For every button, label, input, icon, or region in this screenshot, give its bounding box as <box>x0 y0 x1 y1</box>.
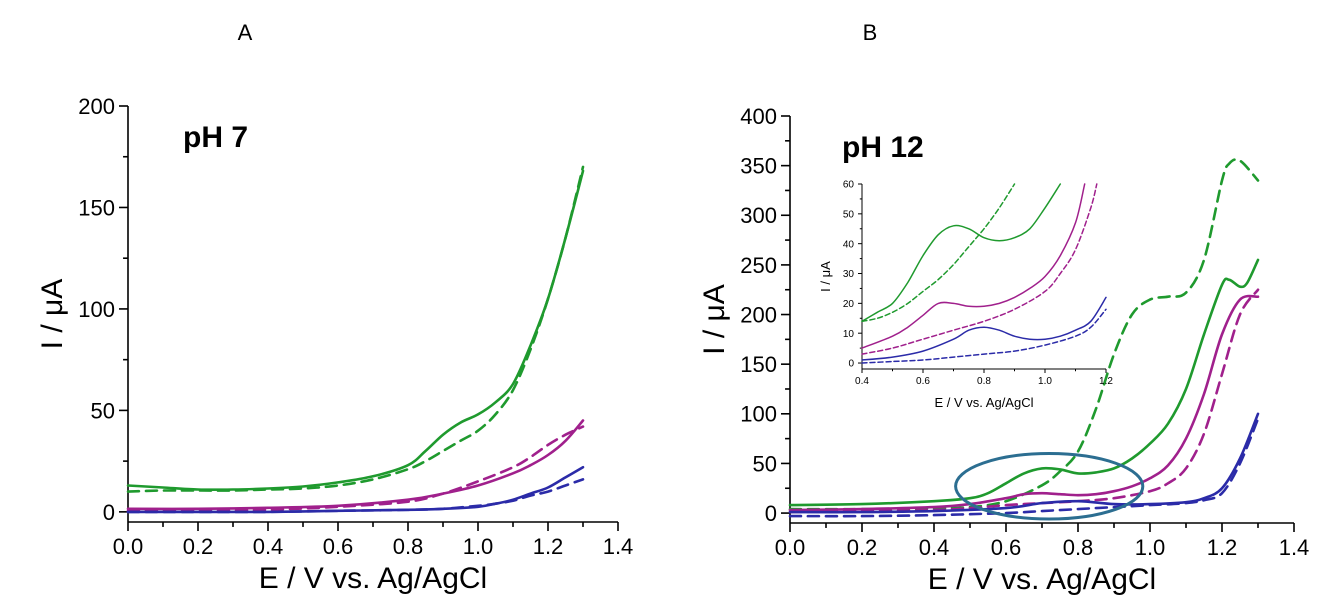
x-tick-label: 0.2 <box>847 535 878 560</box>
panel-b-plot: 0.0 0.2 0.4 0.6 0.8 1.0 1.2 1.40501001502002503… <box>698 104 1309 596</box>
panel-a-annotation: pH 7 <box>183 121 248 154</box>
series-line <box>861 308 1107 364</box>
y-tick-label: 60 <box>843 180 855 191</box>
y-tick-label: 0 <box>765 501 777 526</box>
x-tick-label: 0.6 <box>323 534 354 559</box>
series-line <box>126 169 585 492</box>
y-tick-label: 40 <box>843 239 855 250</box>
y-tick-label: 150 <box>78 195 115 220</box>
x-tick-label: 0.4 <box>855 376 869 387</box>
y-tick-label: 250 <box>740 253 777 278</box>
y-axis-label: I / μA <box>36 279 69 350</box>
series-line <box>126 478 585 514</box>
y-tick-label: 400 <box>740 104 777 129</box>
y-tick-label: 350 <box>740 154 777 179</box>
x-tick-label: 0.4 <box>253 534 284 559</box>
x-tick-label: 1.2 <box>1207 535 1238 560</box>
x-tick-label: 1.2 <box>533 534 564 559</box>
x-tick-label: 0.4 <box>919 535 950 560</box>
series-line <box>788 412 1260 514</box>
x-tick-label: 0.6 <box>991 535 1022 560</box>
inset-background <box>862 184 1106 369</box>
series-line <box>861 183 1062 323</box>
y-tick-label: 300 <box>740 203 777 228</box>
panel-label-b: B <box>863 20 878 45</box>
highlight-ellipse <box>954 452 1145 521</box>
y-tick-label: 20 <box>843 299 855 310</box>
x-tick-label: 0.6 <box>916 376 930 387</box>
series-line <box>861 296 1107 361</box>
series-line <box>788 258 1260 507</box>
y-axis-label: I / μA <box>818 261 833 292</box>
series-line <box>126 419 585 511</box>
y-tick-label: 150 <box>740 352 777 377</box>
x-tick-label: 0.8 <box>393 534 424 559</box>
y-tick-label: 10 <box>843 329 855 340</box>
y-axis-label: I / μA <box>698 284 731 355</box>
y-tick-label: 50 <box>753 451 777 476</box>
series-line <box>861 183 1098 355</box>
x-tick-label: 0.0 <box>775 535 806 560</box>
x-tick-label: 0.8 <box>1063 535 1094 560</box>
y-tick-label: 50 <box>843 209 855 220</box>
series-line <box>788 417 1260 518</box>
y-tick-label: 200 <box>78 94 115 119</box>
panel-label-a: A <box>238 20 253 45</box>
x-tick-label: 1.4 <box>1279 535 1310 560</box>
series-line <box>861 183 1016 323</box>
x-tick-label: 1.0 <box>463 534 494 559</box>
panel-b-annotation: pH 12 <box>842 131 924 164</box>
x-tick-label: 1.0 <box>1038 376 1052 387</box>
x-axis-label: E / V vs. Ag/AgCl <box>935 395 1034 410</box>
series-line <box>788 294 1260 512</box>
x-tick-label: 1.2 <box>1099 376 1113 387</box>
x-tick-label: 1.0 <box>1135 535 1166 560</box>
y-tick-label: 0 <box>103 500 115 525</box>
y-tick-label: 0 <box>848 359 854 370</box>
panel-b-inset: 0.4 0.6 0.8 1.0 1.2 0 10 20 30 40 50 60 E / V vs. Ag… <box>818 180 1113 410</box>
panel-a-plot: 0.0 0.2 0.4 0.6 0.8 1.0 1.2 1.4 0 50 100 150 200 E / … <box>36 94 633 595</box>
y-tick-label: 200 <box>740 302 777 327</box>
series-line <box>126 425 585 513</box>
x-tick-label: 0.0 <box>113 534 144 559</box>
x-tick-label: 0.8 <box>977 376 991 387</box>
y-tick-label: 50 <box>91 398 115 423</box>
series-line <box>861 183 1086 349</box>
y-tick-label: 30 <box>843 269 855 280</box>
series-line <box>126 165 585 493</box>
series-line <box>788 158 1260 511</box>
x-axis-label: E / V vs. Ag/AgCl <box>928 563 1156 596</box>
y-tick-label: 100 <box>740 402 777 427</box>
y-tick-label: 100 <box>78 297 115 322</box>
x-tick-label: 1.4 <box>603 534 634 559</box>
x-axis-label: E / V vs. Ag/AgCl <box>259 562 487 595</box>
x-tick-label: 0.2 <box>183 534 214 559</box>
